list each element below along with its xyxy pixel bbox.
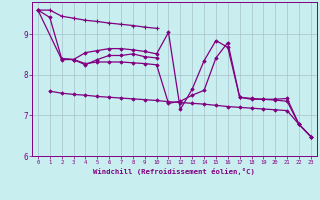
X-axis label: Windchill (Refroidissement éolien,°C): Windchill (Refroidissement éolien,°C) — [93, 168, 255, 175]
